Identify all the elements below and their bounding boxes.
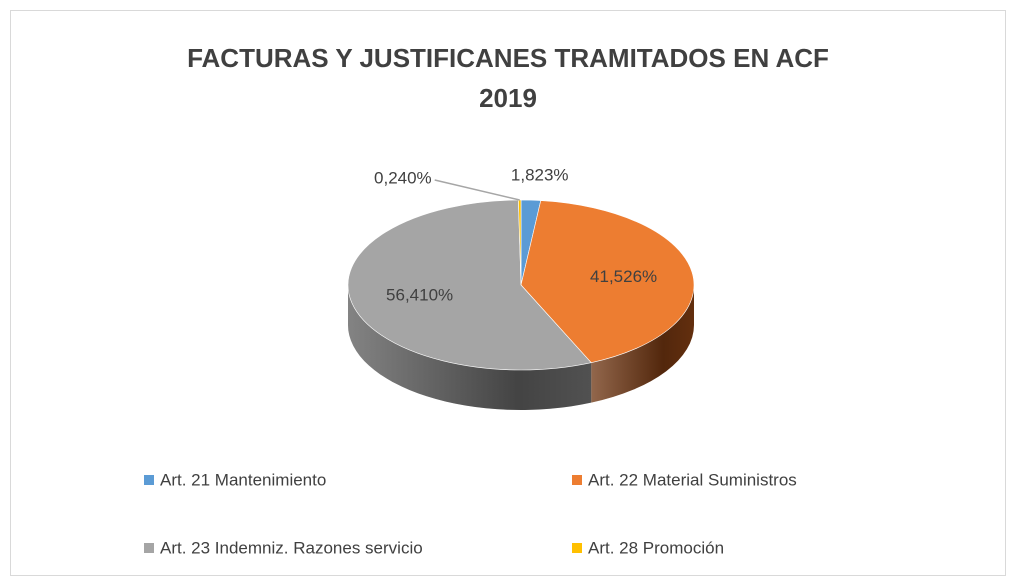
chart-frame bbox=[10, 10, 1006, 576]
legend-label: Art. 21 Mantenimiento bbox=[160, 470, 326, 489]
legend-swatch bbox=[144, 475, 154, 485]
legend-swatch bbox=[144, 543, 154, 553]
legend-swatch bbox=[572, 543, 582, 553]
legend-label: Art. 23 Indemniz. Razones servicio bbox=[160, 538, 423, 557]
data-label: 56,410% bbox=[386, 285, 453, 304]
pie-side-shade bbox=[348, 285, 592, 410]
chart-title: FACTURAS Y JUSTIFICANES TRAMITADOS EN AC… bbox=[187, 43, 829, 113]
pie-slice bbox=[347, 199, 592, 371]
pie-slice bbox=[520, 200, 695, 364]
leader-line bbox=[434, 179, 520, 201]
legend-swatch bbox=[572, 475, 582, 485]
data-label: 1,823% bbox=[511, 165, 569, 184]
data-label: 41,526% bbox=[590, 267, 657, 286]
pie-side-shade bbox=[591, 285, 694, 403]
legend-label: Art. 22 Material Suministros bbox=[588, 470, 797, 489]
data-label: 0,240% bbox=[374, 168, 432, 187]
legend-label: Art. 28 Promoción bbox=[588, 538, 724, 557]
